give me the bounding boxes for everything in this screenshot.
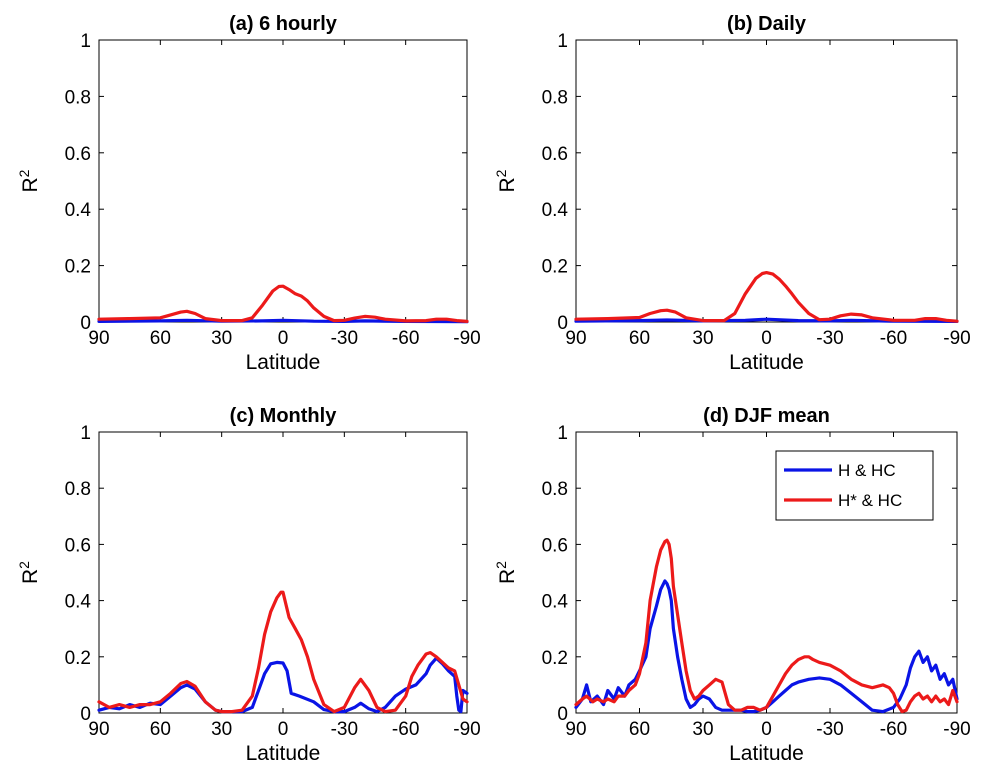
y-tick-label: 0.6 <box>65 144 91 165</box>
y-tick-label: 1 <box>80 31 91 52</box>
y-axis-label-base: R <box>19 569 42 584</box>
series-line-blue <box>97 318 469 324</box>
y-axis-label: R2 <box>16 561 42 584</box>
x-tick-label: -30 <box>331 719 358 740</box>
x-axis-label: Latitude <box>246 742 321 765</box>
legend-label: H & HC <box>838 461 896 480</box>
chart-title: (c) Monthly <box>230 405 338 427</box>
x-tick-label: 0 <box>278 328 289 349</box>
y-axis-label: R2 <box>493 169 519 192</box>
y-tick-label: 0.4 <box>65 592 92 613</box>
legend-label: H* & HC <box>838 491 902 510</box>
plot-frame <box>98 431 468 714</box>
y-axis-label-base: R <box>496 177 519 192</box>
y-tick-label: 1 <box>557 423 568 444</box>
x-tick-label: -30 <box>816 328 843 349</box>
y-tick-label: 0.6 <box>65 535 91 556</box>
x-tick-label: -90 <box>453 719 480 740</box>
y-tick-label: 0.2 <box>542 648 568 669</box>
x-tick-label: -30 <box>816 719 843 740</box>
chart-title: (b) Daily <box>727 13 807 35</box>
y-tick-label: 0.4 <box>542 592 569 613</box>
x-tick-label: 30 <box>692 328 713 349</box>
y-axis-label-exponent: 2 <box>493 561 509 569</box>
chart-title: (d) DJF mean <box>703 405 830 427</box>
x-tick-label: 0 <box>278 719 289 740</box>
x-axis-label: Latitude <box>246 351 321 374</box>
x-tick-label: -60 <box>392 719 419 740</box>
chart-title: (a) 6 hourly <box>229 13 338 35</box>
x-tick-label: 60 <box>150 719 171 740</box>
chart-panel-4: (d) DJF mean 90 60 30 0 -30 -60 -90 0 0.2 0.4 0.6 0.… <box>493 405 971 765</box>
x-tick-label: 90 <box>565 719 586 740</box>
x-tick-label: 30 <box>211 719 232 740</box>
x-tick-label: 30 <box>211 328 232 349</box>
y-axis-label: R2 <box>493 561 519 584</box>
chart-panel-2: (b) Daily 90 60 30 0 -30 -60 -90 0 0.2 0.4 0.6 0.8 1 L… <box>493 13 971 374</box>
series-line-red <box>97 590 469 714</box>
x-tick-label: -60 <box>392 328 419 349</box>
y-tick-label: 0.8 <box>65 87 91 108</box>
series-line-blue <box>574 579 959 714</box>
y-tick-label: 0 <box>557 704 568 725</box>
y-tick-label: 0.2 <box>65 257 91 278</box>
y-tick-label: 0.8 <box>542 479 568 500</box>
y-axis-label-base: R <box>19 177 42 192</box>
series-line-red <box>97 284 469 323</box>
x-tick-label: 90 <box>88 328 109 349</box>
y-axis-label-exponent: 2 <box>493 169 509 177</box>
x-tick-label: 90 <box>565 328 586 349</box>
y-tick-label: 0.4 <box>65 200 92 221</box>
x-tick-label: -60 <box>880 328 907 349</box>
plot-frame <box>98 39 468 323</box>
series-line-red <box>574 271 959 323</box>
x-tick-label: 60 <box>150 328 171 349</box>
x-tick-label: 0 <box>761 328 772 349</box>
x-axis-label: Latitude <box>729 351 804 374</box>
y-tick-label: 0 <box>80 704 91 725</box>
y-tick-label: 0.8 <box>65 479 91 500</box>
y-axis-label: R2 <box>16 169 42 192</box>
plot-frame <box>575 39 958 323</box>
series-line-red <box>574 538 959 714</box>
chart-panel-3: (c) Monthly 90 60 30 0 -30 -60 -90 0 0.2 0.4 0.6 0.8… <box>16 405 481 765</box>
y-axis-label-exponent: 2 <box>16 169 32 177</box>
legend-box <box>775 450 934 521</box>
y-axis-label-base: R <box>496 569 519 584</box>
x-tick-label: -90 <box>943 328 970 349</box>
x-tick-label: 0 <box>761 719 772 740</box>
x-tick-label: 60 <box>629 328 650 349</box>
y-tick-label: 0.2 <box>542 257 568 278</box>
x-tick-label: 60 <box>629 719 650 740</box>
chart-panel-1: (a) 6 hourly 90 60 30 0 -30 -60 -90 0 0.2 0.4 0.6 0.… <box>16 13 481 374</box>
legend: H & HC H* & HC <box>775 450 934 521</box>
y-tick-label: 0 <box>80 313 91 334</box>
y-tick-label: 0.6 <box>542 535 568 556</box>
x-tick-label: 90 <box>88 719 109 740</box>
y-tick-label: 0 <box>557 313 568 334</box>
x-tick-label: -60 <box>880 719 907 740</box>
y-tick-label: 1 <box>557 31 568 52</box>
x-tick-label: -30 <box>331 328 358 349</box>
y-tick-label: 0.6 <box>542 144 568 165</box>
y-tick-label: 0.2 <box>65 648 91 669</box>
x-tick-label: -90 <box>453 328 480 349</box>
y-tick-label: 1 <box>80 423 91 444</box>
series-line-blue <box>574 317 959 323</box>
x-axis-label: Latitude <box>729 742 804 765</box>
x-tick-label: -90 <box>943 719 970 740</box>
x-tick-label: 30 <box>692 719 713 740</box>
y-axis-label-exponent: 2 <box>16 561 32 569</box>
y-tick-label: 0.4 <box>542 200 569 221</box>
y-tick-label: 0.8 <box>542 87 568 108</box>
